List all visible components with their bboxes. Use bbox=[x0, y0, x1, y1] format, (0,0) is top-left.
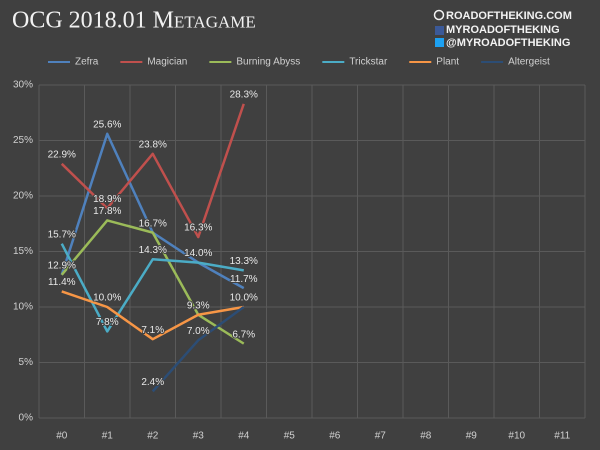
data-label: 6.7% bbox=[232, 329, 255, 340]
brand-facebook: MYROADOFTHEKING bbox=[446, 24, 560, 36]
data-label: 7.8% bbox=[96, 317, 119, 328]
data-label: 7.1% bbox=[141, 325, 164, 336]
y-tick-label: 5% bbox=[19, 357, 34, 368]
data-label: 10.0% bbox=[93, 293, 121, 304]
legend-label: Altergeist bbox=[508, 57, 550, 68]
data-label: 2.4% bbox=[141, 377, 164, 388]
data-label: 7.0% bbox=[187, 326, 210, 337]
data-label: 16.7% bbox=[139, 218, 167, 229]
data-label: 9.3% bbox=[187, 300, 210, 311]
x-tick-label: #2 bbox=[147, 431, 159, 442]
series-line bbox=[61, 290, 244, 341]
y-tick-label: 30% bbox=[13, 80, 33, 91]
x-tick-label: #6 bbox=[329, 431, 341, 442]
y-tick-label: 25% bbox=[13, 135, 33, 146]
brand-icons bbox=[433, 9, 445, 47]
data-label: 13.3% bbox=[230, 256, 258, 267]
x-tick-label: #1 bbox=[102, 431, 114, 442]
legend-label: Magician bbox=[147, 57, 187, 68]
legend-label: Trickstar bbox=[349, 57, 388, 68]
x-tick-label: #10 bbox=[508, 431, 525, 442]
data-label: 10.0% bbox=[230, 293, 258, 304]
y-tick-label: 20% bbox=[13, 191, 33, 202]
series-line bbox=[60, 103, 245, 239]
data-label: 22.9% bbox=[48, 149, 76, 160]
legend-label: Burning Abyss bbox=[236, 57, 300, 68]
brand-twitter: @MYROADOFTHEKING bbox=[446, 37, 570, 49]
data-label: 14.3% bbox=[139, 245, 167, 256]
y-tick-label: 15% bbox=[13, 246, 33, 257]
data-label: 12.9% bbox=[48, 260, 76, 271]
brand-site: ROADOFTHEKING.COM bbox=[446, 10, 572, 22]
x-tick-label: #8 bbox=[420, 431, 432, 442]
data-label: 15.7% bbox=[48, 229, 76, 240]
y-tick-label: 0% bbox=[19, 413, 34, 424]
y-tick-label: 10% bbox=[13, 302, 33, 313]
data-label: 14.0% bbox=[184, 248, 212, 259]
data-label: 23.8% bbox=[139, 139, 167, 150]
x-tick-label: #7 bbox=[375, 431, 387, 442]
x-tick-label: #5 bbox=[284, 431, 296, 442]
legend-label: Zefra bbox=[75, 57, 99, 68]
x-tick-label: #11 bbox=[554, 431, 570, 442]
chart-title: OCG 2018.01 Metagame bbox=[12, 8, 256, 34]
data-label: 16.3% bbox=[184, 223, 212, 234]
data-label: 17.8% bbox=[93, 206, 121, 217]
series-line bbox=[151, 305, 245, 393]
legend-label: Plant bbox=[436, 57, 459, 68]
series-line bbox=[60, 219, 245, 345]
x-tick-label: #0 bbox=[56, 431, 68, 442]
data-label: 11.7% bbox=[230, 274, 258, 285]
data-label: 11.4% bbox=[48, 277, 76, 288]
data-label: 28.3% bbox=[230, 90, 258, 101]
data-label: 25.6% bbox=[93, 119, 121, 130]
x-tick-label: #9 bbox=[466, 431, 478, 442]
x-tick-label: #4 bbox=[238, 431, 250, 442]
data-label: 18.9% bbox=[93, 194, 121, 205]
x-tick-label: #3 bbox=[193, 431, 205, 442]
